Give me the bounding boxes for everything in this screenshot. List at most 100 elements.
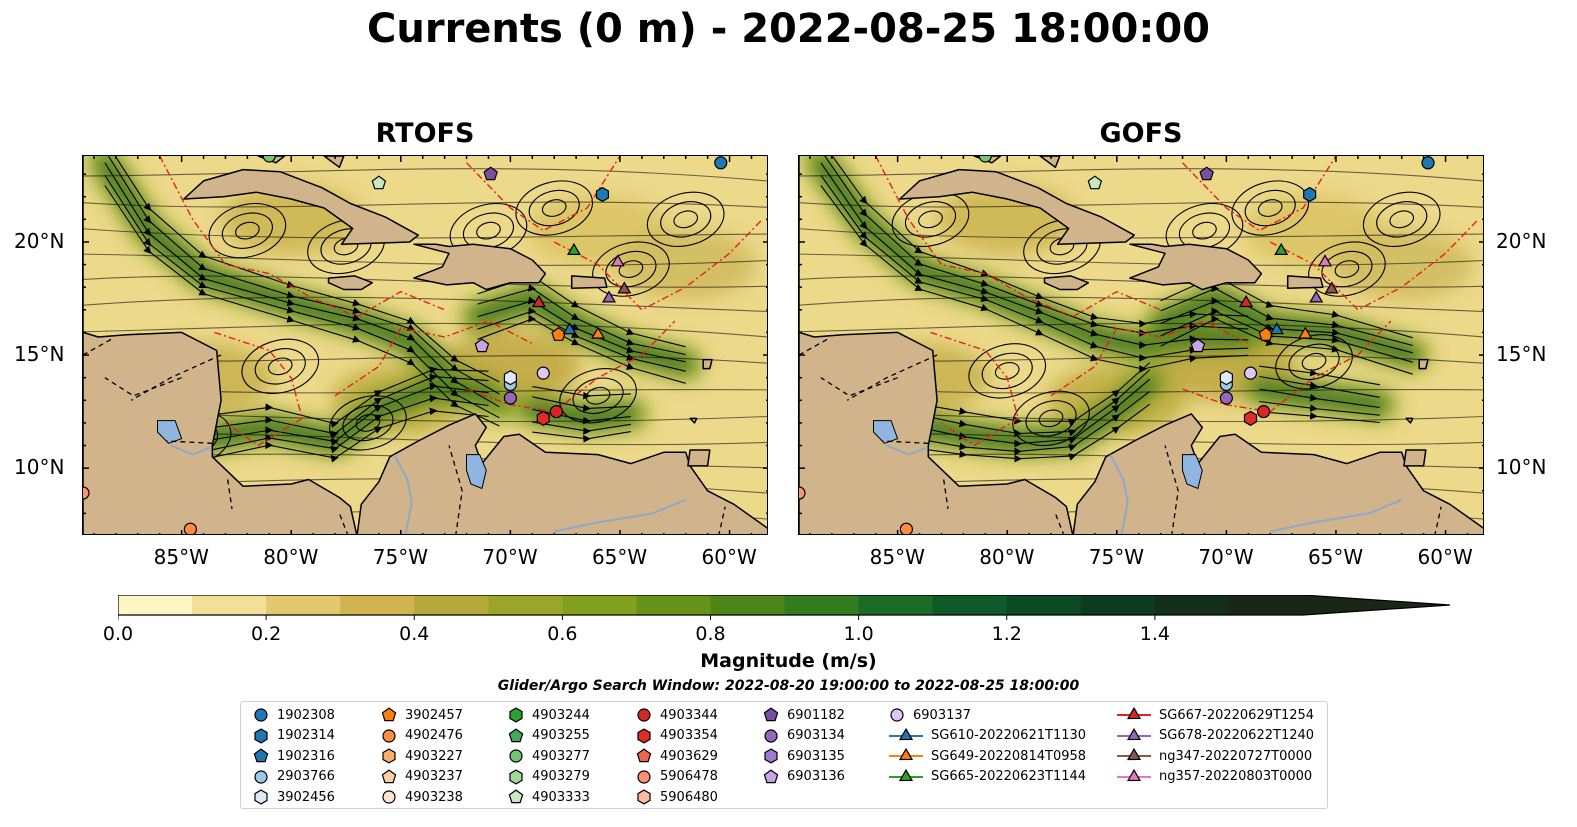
map-marker-SG665-20220623T1144 [1274, 242, 1289, 256]
lat-tick-label: 15°N [1496, 342, 1547, 367]
colorbar-segment [1154, 595, 1230, 615]
legend-marker-pentagon [508, 789, 524, 804]
map-marker-4903344 [549, 404, 564, 419]
legend-marker-pentagon [253, 748, 269, 763]
legend-item: SG678-20220622T1240 [1117, 726, 1314, 746]
legend-item: 4903244 [508, 705, 590, 725]
lon-tick-label: 65°W [1307, 545, 1364, 569]
map-marker-SG610-20220621T1130 [1269, 322, 1284, 335]
lon-tick-label: 75°W [372, 545, 429, 569]
legend-item: SG649-20220814T0958 [889, 746, 1086, 766]
legend-marker-pentagon [636, 748, 652, 763]
legend-marker-hexagon [637, 789, 651, 805]
map-marker-ng357-20220803T0000 [1317, 254, 1333, 267]
legend-item: 4903344 [636, 705, 718, 725]
colorbar [118, 595, 1451, 620]
map-marker-ng357-20220803T0000 [610, 254, 625, 267]
map-marker-4902476 [899, 522, 913, 534]
colorbar-segment [414, 595, 489, 615]
colorbar-segment [488, 595, 563, 615]
legend-label: 4903255 [532, 728, 590, 744]
legend-label: 6903136 [787, 769, 845, 785]
legend-label: ng347-20220727T0000 [1159, 748, 1313, 764]
lon-tick-label: 80°W [979, 545, 1035, 569]
lon-tick-label: 80°W [263, 545, 319, 569]
legend-marker-triangle-line [1126, 768, 1142, 781]
legend-label: 4903244 [532, 707, 590, 723]
legend-label: ng357-20220803T0000 [1159, 769, 1313, 785]
legend-item: 4903237 [381, 767, 463, 787]
map-marker-3902456 [1219, 370, 1233, 386]
legend-marker-pentagon [381, 769, 397, 783]
map-marker-4902476 [183, 522, 197, 534]
legend-marker-circle [637, 770, 651, 784]
map-marker-5906478 [83, 486, 90, 500]
legend-label: 6903134 [787, 728, 845, 744]
lon-tick-label: 70°W [1198, 545, 1254, 569]
map-marker-4903333 [1087, 175, 1103, 190]
legend-label: SG610-20220621T1130 [931, 728, 1087, 744]
map-marker-SG665-20220623T1144 [566, 242, 581, 256]
legend-item: SG665-20220623T1144 [889, 767, 1086, 787]
legend-item: 4903277 [508, 746, 590, 766]
legend-item: 4903255 [508, 726, 590, 746]
legend-item: 4903354 [636, 726, 718, 746]
legend-marker-triangle-line [1126, 748, 1142, 761]
legend-marker-pentagon [763, 769, 779, 783]
legend-marker-hexagon [509, 769, 523, 785]
map-gofs[interactable] [798, 155, 1484, 535]
map-marker-5906478 [799, 486, 806, 500]
colorbar-segment [266, 595, 341, 615]
map-marker-1902314 [1303, 186, 1317, 203]
legend-label: 3902457 [405, 707, 463, 723]
legend-item: 4903279 [508, 767, 590, 787]
legend-label: 4903279 [532, 769, 590, 785]
legend-label: 1902314 [277, 728, 335, 744]
map-marker-4903354 [1243, 410, 1258, 426]
map-marker-SG667-20220629T1254 [531, 294, 546, 308]
legend-label: SG649-20220814T0958 [931, 748, 1087, 764]
legend-label: 5906478 [660, 769, 718, 785]
legend-item: 5906478 [636, 767, 718, 787]
map-marker-ng347-20220727T0000 [617, 281, 632, 294]
legend-label: 3902456 [277, 789, 335, 805]
legend-marker-hexagon [254, 789, 268, 805]
lat-tick-label: 10°N [1496, 455, 1547, 480]
panel-title-gofs: GOFS [1099, 118, 1183, 149]
colorbar-segment [1080, 595, 1156, 615]
legend-item: 6903137 [889, 705, 971, 725]
map-marker-4903344 [1257, 404, 1271, 419]
map-marker-6903134 [503, 391, 517, 405]
legend-marker-hexagon [382, 748, 396, 764]
legend-marker-triangle-line [898, 727, 914, 740]
map-marker-SG610-20220621T1130 [562, 322, 577, 335]
legend-label: 4903237 [405, 769, 463, 785]
legend-label: 4902476 [405, 728, 463, 744]
colorbar-tick-label: 0.2 [251, 623, 282, 645]
colorbar-segment [1006, 595, 1082, 615]
colorbar-segment [192, 595, 267, 615]
lat-tick-label: 20°N [14, 228, 65, 253]
lon-tick-label: 85°W [153, 545, 209, 569]
legend-marker-circle [382, 790, 396, 804]
legend-label: 4903344 [660, 707, 718, 723]
legend-marker-triangle-line [1126, 706, 1142, 720]
legend-marker-hexagon [509, 707, 523, 723]
legend-item: 5906480 [636, 787, 718, 807]
map-marker-6903137 [536, 366, 550, 380]
legend-label: 1902316 [277, 748, 335, 764]
legend-item: 4903629 [636, 746, 718, 766]
map-rtofs[interactable] [82, 155, 768, 535]
legend-item: SG667-20220629T1254 [1117, 705, 1314, 725]
lat-tick-label: 10°N [14, 455, 65, 480]
map-marker-SG667-20220629T1254 [1239, 294, 1254, 308]
panel-title-rtofs: RTOFS [375, 118, 475, 149]
legend-label: 4903333 [532, 789, 590, 805]
legend-label: 2903766 [277, 769, 335, 785]
legend-item: 6901182 [763, 705, 845, 725]
map-marker-SG649-20220814T0958 [1298, 326, 1313, 339]
colorbar-tick-label: 0.0 [102, 623, 134, 645]
legend-marker-circle [254, 770, 268, 784]
map-marker-6903134 [1219, 391, 1233, 405]
lon-tick-label: 65°W [591, 545, 648, 569]
